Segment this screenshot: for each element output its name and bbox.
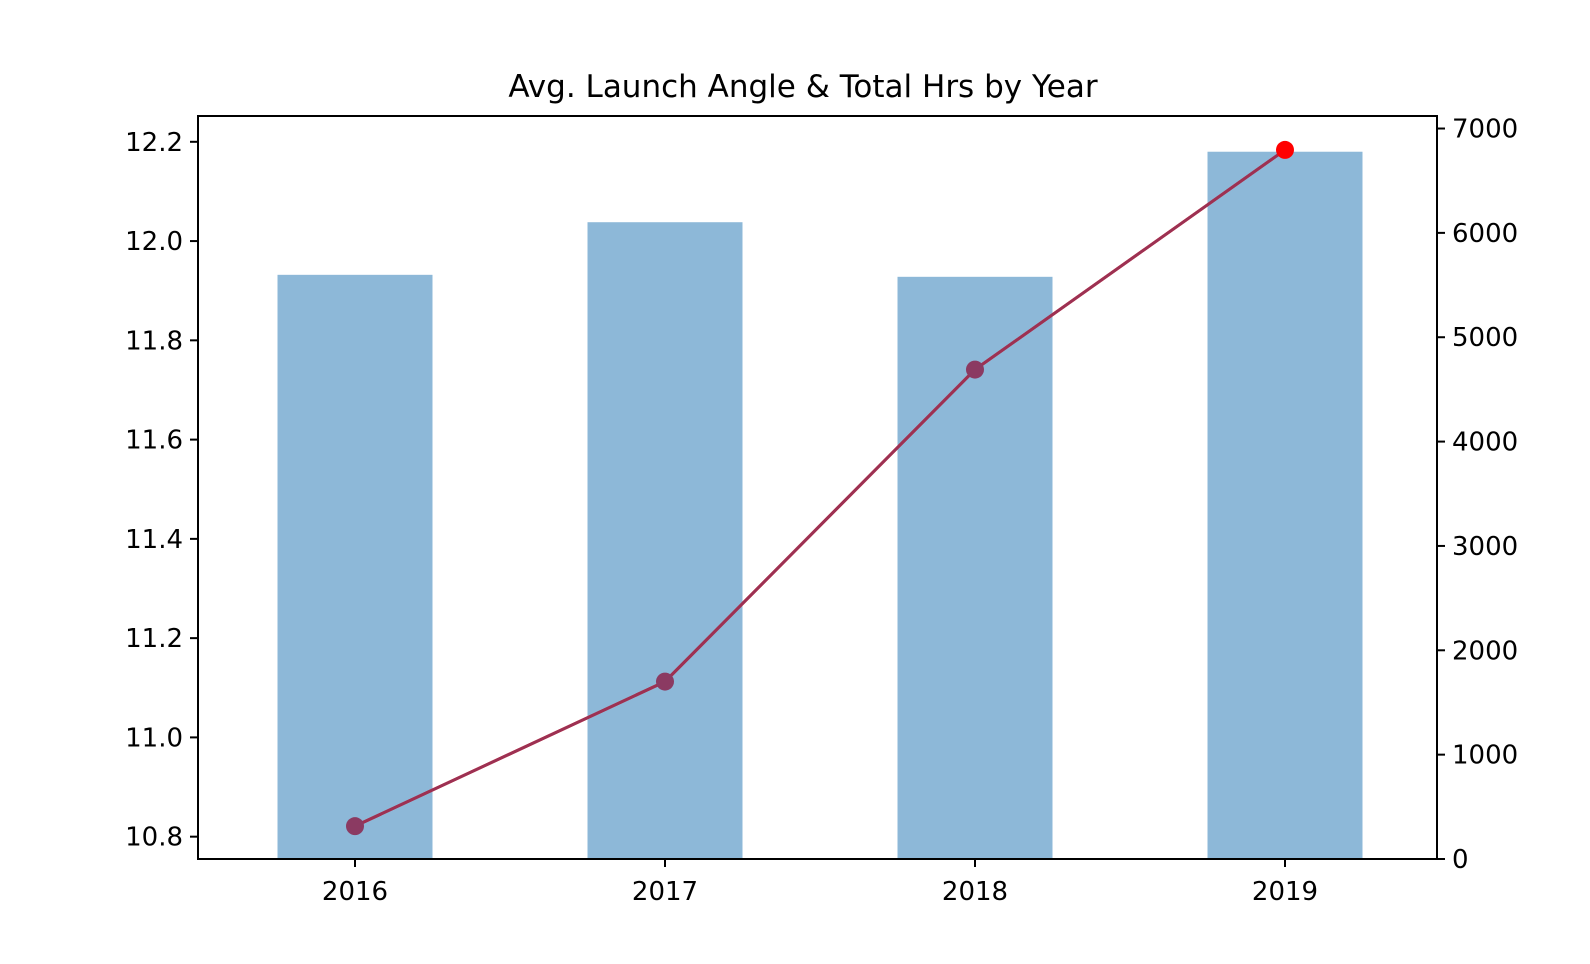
left-tick-label: 11.2: [125, 624, 183, 654]
series-line: [354, 148, 1286, 828]
x-tick-label: 2019: [1252, 877, 1318, 907]
bars-layer: [277, 151, 1363, 860]
point-2016: [346, 817, 364, 836]
x-tick-label: 2017: [632, 877, 698, 907]
right-tick-label: 6000: [1452, 219, 1518, 249]
right-tick-label: 0: [1452, 845, 1469, 875]
left-tick-label: 11.4: [125, 525, 183, 555]
point-2019: [1276, 140, 1294, 159]
x-tick-label: 2016: [322, 877, 388, 907]
point-2017: [656, 672, 674, 691]
series-line-overlay: [354, 148, 1286, 828]
line-layer: [346, 140, 1294, 836]
right-tick-label: 3000: [1452, 532, 1518, 562]
bar-2016: [277, 274, 433, 859]
right-tick-label: 4000: [1452, 428, 1518, 458]
right-tick-label: 7000: [1452, 115, 1518, 145]
left-tick-label: 12.0: [125, 227, 183, 257]
left-tick-label: 10.8: [125, 823, 183, 853]
right-tick-label: 1000: [1452, 741, 1518, 771]
left-tick-label: 11.8: [125, 326, 183, 356]
left-tick-label: 12.2: [125, 128, 183, 158]
bar-2019: [1207, 151, 1363, 859]
point-2018: [966, 360, 984, 379]
bar-2017: [587, 222, 743, 860]
chart-title: Avg. Launch Angle & Total Hrs by Year: [508, 69, 1097, 105]
plot-frame: [197, 115, 1438, 860]
axes-layer: 10.8 11.0 11.2 11.4 11.6 11.8 12.0 12.2 0 1000 200…: [125, 115, 1518, 907]
left-tick-label: 11.6: [125, 426, 183, 456]
right-tick-label: 5000: [1452, 323, 1518, 353]
left-tick-label: 11.0: [125, 723, 183, 753]
x-tick-label: 2018: [942, 877, 1008, 907]
right-tick-label: 2000: [1452, 636, 1518, 666]
